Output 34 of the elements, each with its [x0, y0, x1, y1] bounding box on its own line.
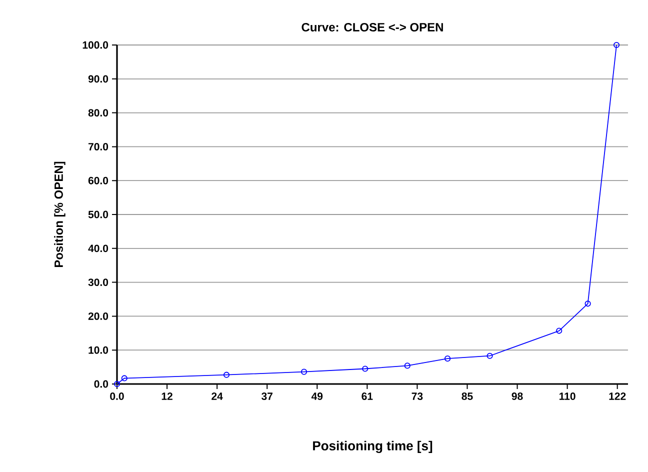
y-tick-label: 60.0 [88, 176, 108, 184]
point [362, 366, 368, 372]
x-tick-label: 12 [162, 392, 172, 400]
x-tick-label: 85 [462, 392, 473, 400]
x-tick-label: 98 [512, 392, 523, 400]
x-tick-label: 24 [212, 392, 223, 400]
x-axis-title: Positioning time [s] [313, 440, 432, 454]
point [444, 356, 451, 362]
point [404, 362, 410, 369]
x-tick-label: 73 [412, 392, 423, 400]
y-tick-label: 100.0 [82, 41, 108, 49]
x-tick-label: 49 [311, 392, 323, 400]
y-tick-label: 80.0 [88, 109, 108, 117]
y-tick-label: 90.0 [88, 75, 108, 83]
x-tick-label: 61 [362, 392, 373, 400]
chart-title: Curve: CLOSE <-> OPEN [302, 22, 443, 32]
point [584, 300, 591, 307]
point [486, 352, 493, 359]
y-tick-label: 40.0 [88, 244, 108, 252]
x-tick-label: 122 [609, 392, 626, 400]
point [121, 375, 128, 382]
y-tick-label: 50.0 [88, 210, 108, 218]
y-tick-label: 10.0 [88, 346, 108, 354]
y-tick-label: 30.0 [88, 278, 108, 286]
point [223, 372, 230, 378]
y-tick-label: 70.0 [88, 142, 108, 150]
x-tick-label: 37 [262, 392, 272, 400]
point [300, 368, 308, 375]
y-axis-title: Position [% OPEN] [54, 162, 66, 268]
x-tick-label: 0.0 [110, 392, 124, 400]
y-tick-label: 0.0 [94, 380, 108, 388]
x-tick-label: 110 [559, 392, 576, 400]
point [556, 328, 562, 334]
y-tick-label: 20.0 [88, 312, 108, 320]
